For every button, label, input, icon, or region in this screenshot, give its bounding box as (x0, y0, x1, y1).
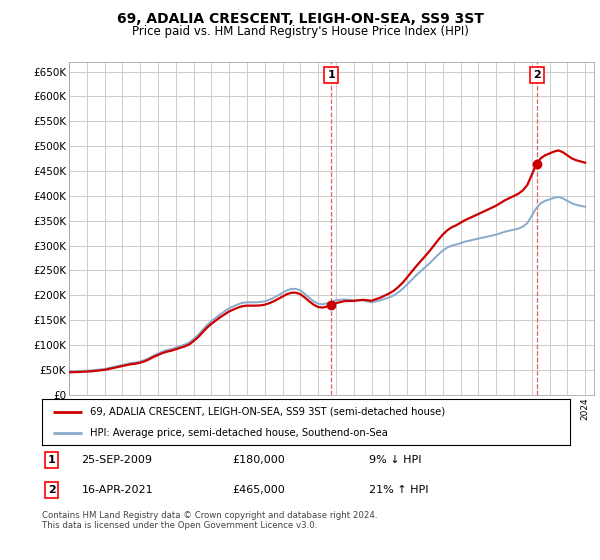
Text: 9% ↓ HPI: 9% ↓ HPI (370, 455, 422, 465)
Text: HPI: Average price, semi-detached house, Southend-on-Sea: HPI: Average price, semi-detached house,… (89, 428, 388, 438)
Text: 2: 2 (47, 485, 55, 495)
Text: 1: 1 (327, 70, 335, 80)
Text: 1: 1 (47, 455, 55, 465)
Text: 2: 2 (533, 70, 541, 80)
Text: 25-SEP-2009: 25-SEP-2009 (82, 455, 152, 465)
Text: Contains HM Land Registry data © Crown copyright and database right 2024.
This d: Contains HM Land Registry data © Crown c… (42, 511, 377, 530)
Text: 69, ADALIA CRESCENT, LEIGH-ON-SEA, SS9 3ST (semi-detached house): 69, ADALIA CRESCENT, LEIGH-ON-SEA, SS9 3… (89, 407, 445, 417)
Text: 21% ↑ HPI: 21% ↑ HPI (370, 485, 429, 495)
Text: 16-APR-2021: 16-APR-2021 (82, 485, 153, 495)
Text: £465,000: £465,000 (232, 485, 285, 495)
Text: 69, ADALIA CRESCENT, LEIGH-ON-SEA, SS9 3ST: 69, ADALIA CRESCENT, LEIGH-ON-SEA, SS9 3… (116, 12, 484, 26)
Text: Price paid vs. HM Land Registry's House Price Index (HPI): Price paid vs. HM Land Registry's House … (131, 25, 469, 38)
Text: £180,000: £180,000 (232, 455, 285, 465)
